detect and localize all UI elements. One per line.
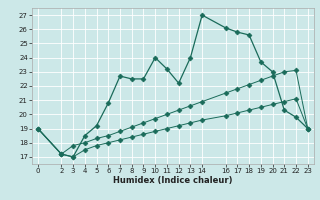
X-axis label: Humidex (Indice chaleur): Humidex (Indice chaleur) — [113, 176, 233, 185]
